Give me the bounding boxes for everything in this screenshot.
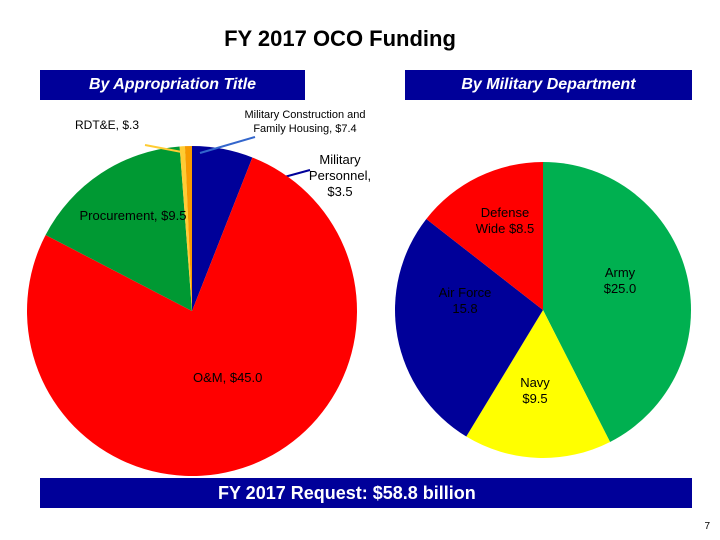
slice-label: O&M, $45.0 xyxy=(193,370,263,385)
slice-label: Procurement, $9.5 xyxy=(79,208,187,223)
pie-slice xyxy=(45,146,192,311)
slice-label: Navy $9.5 xyxy=(520,375,550,406)
slice-label: Air Force 15.8 xyxy=(438,285,492,316)
slice-label: Military Personnel, $3.5 xyxy=(308,152,372,199)
pie-slice xyxy=(543,162,691,442)
pie-slice xyxy=(426,162,543,310)
pie-slice xyxy=(184,146,192,311)
slide-title: FY 2017 OCO Funding xyxy=(224,26,456,51)
slice-label: RDT&E, $.3 xyxy=(75,118,140,132)
chart-title: By Military Department xyxy=(405,70,692,100)
pie-slice xyxy=(192,146,253,311)
page-number: 7 xyxy=(704,521,710,532)
leader-line xyxy=(199,136,256,154)
pie-slice xyxy=(466,310,611,458)
pie-slice xyxy=(395,218,543,437)
pie-slice xyxy=(179,146,192,311)
slice-label: Army $25.0 xyxy=(603,265,637,296)
leader-line xyxy=(144,144,188,154)
footer: FY 2017 Request: $58.8 billion xyxy=(40,478,692,508)
chart-title: By Appropriation Title xyxy=(40,70,305,100)
slice-label: Defense Wide $8.5 xyxy=(475,205,535,236)
pie-slice xyxy=(26,157,358,477)
slice-label: Military Construction and Family Housing… xyxy=(244,109,366,135)
